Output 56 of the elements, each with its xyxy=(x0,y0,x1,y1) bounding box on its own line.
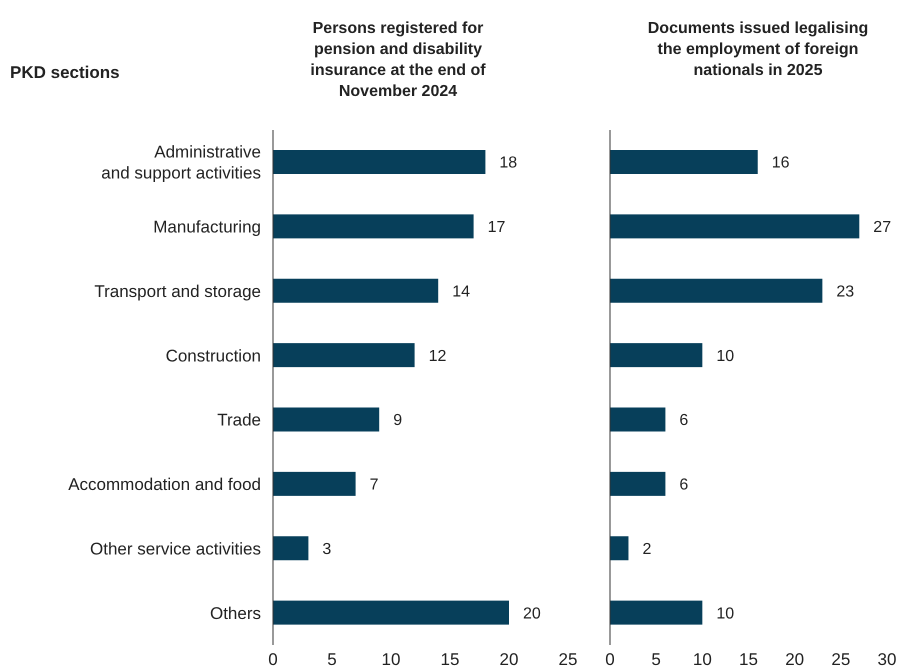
x-tick-label: 10 xyxy=(382,650,400,670)
data-label: 20 xyxy=(523,605,541,622)
bar xyxy=(610,472,666,496)
bar xyxy=(273,408,380,432)
data-label: 7 xyxy=(370,476,379,494)
x-tick-label: 25 xyxy=(831,650,850,670)
data-label: 16 xyxy=(772,154,790,172)
y-axis-title: PKD sections xyxy=(10,63,120,83)
data-label: 23 xyxy=(836,283,854,300)
bar xyxy=(610,408,666,432)
x-tick-label: 30 xyxy=(878,650,896,670)
x-tick-label: 15 xyxy=(440,650,460,670)
bar xyxy=(273,536,308,560)
bar xyxy=(610,278,822,303)
x-tick-label: 5 xyxy=(651,650,661,670)
x-tick-label: 10 xyxy=(692,650,712,670)
x-tick-label: 20 xyxy=(500,650,518,670)
bar xyxy=(610,600,702,625)
data-label: 9 xyxy=(393,412,402,430)
y-tick-label: Other service activities xyxy=(90,538,261,558)
y-tick-label: Administrative and support activities xyxy=(101,142,261,182)
bar xyxy=(610,536,628,560)
chart-title: Documents issued legalising the employment of foreign nationals in 2025 xyxy=(646,19,870,81)
bar xyxy=(273,472,356,496)
x-tick-label: 15 xyxy=(739,650,758,670)
data-label: 6 xyxy=(679,412,688,430)
x-tick-label: 0 xyxy=(605,650,615,670)
x-tick-label: 20 xyxy=(785,650,804,670)
y-tick-label: Transport and storage xyxy=(94,281,261,300)
x-tick-label: 5 xyxy=(327,650,337,670)
data-label: 2 xyxy=(642,540,652,558)
data-label: 27 xyxy=(873,219,892,236)
y-tick-label: Accommodation and food xyxy=(68,474,261,494)
y-tick-label: Construction xyxy=(166,346,261,365)
x-tick-label: 25 xyxy=(558,650,578,670)
bar xyxy=(273,278,438,303)
data-label: 17 xyxy=(488,219,506,236)
bar xyxy=(610,150,758,174)
y-tick-label: Others xyxy=(210,603,261,622)
y-tick-label: Trade xyxy=(217,410,261,430)
data-label: 6 xyxy=(679,476,688,494)
data-label: 14 xyxy=(452,283,470,300)
data-label: 3 xyxy=(322,540,332,558)
y-tick-label: Manufacturing xyxy=(153,217,261,236)
data-label: 18 xyxy=(499,154,518,172)
data-label: 12 xyxy=(428,348,446,365)
bar xyxy=(273,600,509,625)
bar xyxy=(610,343,702,368)
data-label: 10 xyxy=(716,348,734,365)
x-tick-label: 0 xyxy=(268,650,278,670)
bar xyxy=(610,214,860,238)
bar xyxy=(273,150,486,174)
bar xyxy=(273,214,474,238)
chart-title: Persons registered for pension and disability insurance at the end of November 2024 xyxy=(309,19,487,102)
data-label: 10 xyxy=(716,605,734,622)
bar xyxy=(273,343,415,368)
